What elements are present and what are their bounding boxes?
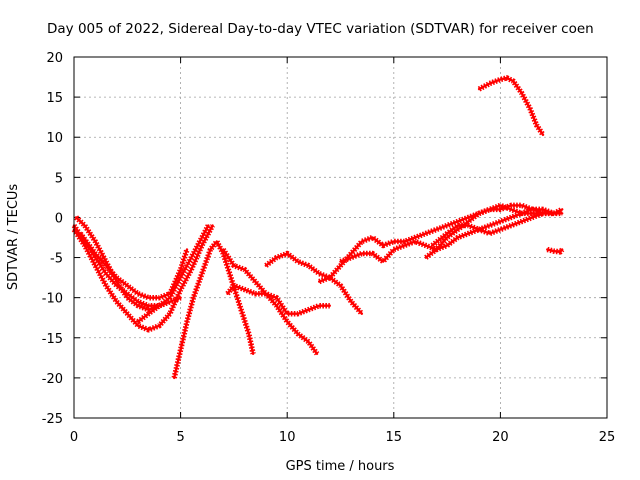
x-tick-label: 15 [386,430,403,445]
x-tick-label: 25 [599,430,616,445]
series-markers [264,250,364,316]
grid-lines [74,57,607,418]
y-axis-title: SDTVAR / TECUs [6,184,21,291]
series-arc-12 [424,202,555,260]
series-markers [477,75,546,137]
plot-frame [73,56,608,419]
y-tick-label: 0 [55,211,63,226]
series-markers [71,224,216,333]
series-arc-13 [430,210,545,248]
y-tick-label: 5 [55,171,63,186]
series-arc-15 [546,246,565,255]
series-markers [171,238,256,379]
series-arc-14 [477,75,546,137]
series-line [136,296,182,323]
series-markers [225,282,330,317]
series-arc-5 [136,295,182,324]
y-tick-labels: -25 -20 -15 -10 -5 0 5 10 15 20 [42,51,63,427]
x-axis-title: GPS time / hours [286,459,395,474]
series-markers [220,247,320,356]
x-tick-label: 0 [70,430,78,445]
series-arc-11 [339,206,564,265]
series-markers [430,210,544,248]
series-markers [71,223,211,309]
chart-title: Day 005 of 2022, Sidereal Day-to-day VTE… [47,21,594,37]
y-tick-label: -15 [42,332,63,347]
x-tick-label: 20 [492,430,509,445]
series-layer [71,75,565,380]
y-tick-label: 10 [46,131,63,146]
series-line [424,204,555,259]
series-arc-9 [264,250,364,316]
x-tick-label: 10 [279,430,296,445]
y-tick-label: -10 [42,292,63,307]
y-tick-label: 15 [46,91,63,106]
series-arc-7 [220,247,320,356]
x-tick-labels: 0 5 10 15 20 25 [70,430,615,445]
series-markers [78,231,190,301]
series-arc-1 [71,224,216,333]
y-tick-label: -5 [50,252,63,267]
series-markers [546,246,565,255]
series-arc-6 [171,238,256,380]
series-arc-8 [225,282,331,317]
y-tick-label: 20 [46,51,63,66]
y-tick-label: -25 [42,412,63,427]
series-arc-4 [78,231,190,301]
series-markers [339,206,563,265]
series-arc-2 [71,223,211,309]
x-tick-label: 5 [176,430,184,445]
y-tick-label: -20 [42,372,63,387]
axis-ticks [73,56,608,419]
